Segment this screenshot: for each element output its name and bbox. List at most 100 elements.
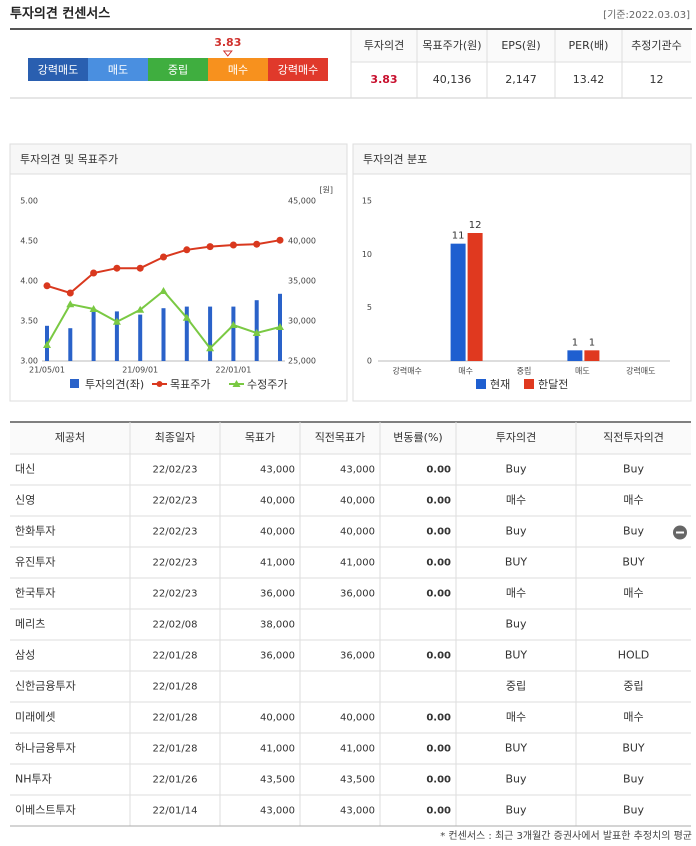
gauge-label: 중립 [168, 64, 188, 77]
marker [89, 305, 98, 312]
table-cell: 메리츠 [15, 618, 45, 631]
table-cell: 43,500 [340, 775, 375, 786]
table-cell: Buy [623, 525, 645, 538]
summary-header: EPS(원) [501, 39, 540, 52]
legend-marker [156, 381, 163, 387]
table-cell: 0.00 [426, 713, 451, 724]
table-cell: 22/01/28 [153, 713, 198, 724]
collapse-button[interactable] [673, 525, 687, 540]
table-cell: BUY [622, 742, 645, 755]
marker [276, 236, 284, 244]
panel-title: 투자의견 분포 [363, 153, 427, 166]
marker [66, 300, 75, 308]
table-cell: 43,000 [340, 465, 375, 476]
gauge-label: 강력매수 [278, 64, 318, 77]
table-cell: 매수 [506, 587, 526, 600]
value-label: 11 [452, 231, 465, 242]
table-cell: 43,000 [260, 465, 295, 476]
table-cell: 43,500 [260, 775, 295, 786]
legend-label: 목표주가 [170, 378, 210, 391]
table-cell: 삼성 [15, 649, 35, 662]
table-cell: Buy [505, 463, 527, 476]
marker [66, 289, 74, 297]
table-header: 투자의견 [496, 431, 536, 444]
marker [229, 321, 238, 328]
x-tick-label: 21/05/01 [29, 366, 65, 375]
y-tick-label: 3.50 [20, 317, 38, 326]
marker [160, 253, 167, 261]
table-cell: 22/02/23 [153, 589, 198, 600]
marker [206, 344, 215, 352]
table-cell: Buy [623, 773, 645, 786]
bar [208, 306, 213, 361]
marker [43, 282, 51, 290]
summary-value: 40,136 [433, 73, 472, 86]
table-cell: 36,000 [340, 589, 375, 600]
table-cell: 0.00 [426, 775, 451, 786]
value-label: 12 [469, 220, 482, 231]
table-cell: BUY [505, 556, 528, 569]
legend-swatch [524, 379, 534, 389]
marker [253, 240, 261, 248]
y-tick-label: 4.00 [20, 277, 38, 286]
marker [43, 341, 51, 348]
table-cell: 한화투자 [15, 525, 55, 538]
table-cell: 매수 [506, 711, 526, 724]
legend-swatch [476, 379, 486, 389]
table-cell: Buy [505, 804, 527, 817]
table-cell: Buy [623, 463, 645, 476]
x-tick-label: 중립 [517, 367, 532, 376]
section-title: 투자의견 컨센서스 [10, 6, 110, 22]
base-date: [기준:2022.03.03] [603, 9, 690, 21]
table-header: 최종일자 [155, 430, 195, 444]
table-cell: 신한금융투자 [15, 680, 76, 693]
marker [90, 269, 98, 277]
table-cell: 40,000 [340, 527, 375, 538]
table-cell: 0.00 [426, 496, 451, 507]
table-cell: 22/02/23 [153, 496, 198, 507]
bar [584, 350, 600, 361]
summary-header: PER(배) [569, 39, 609, 52]
gauge-pointer [222, 50, 233, 57]
table-cell: 미래에셋 [15, 711, 55, 724]
table-cell: 22/01/14 [153, 806, 198, 817]
table-cell: 0.00 [426, 651, 451, 662]
marker [113, 264, 121, 272]
y-tick-label: 15 [362, 197, 372, 206]
table-cell: 0.00 [426, 806, 451, 817]
y2-tick-label: 30,000 [288, 317, 316, 326]
table-cell: 0.00 [426, 558, 451, 569]
x-tick-label: 22/01/01 [215, 366, 251, 375]
marker [112, 317, 121, 325]
table-header: 제공처 [55, 431, 85, 444]
value-label: 1 [572, 337, 578, 348]
legend-marker [232, 380, 241, 387]
table-cell: 중립 [623, 680, 643, 693]
y2-tick-label: 35,000 [288, 277, 316, 286]
gauge-segment [88, 58, 148, 81]
table-cell: 하나금융투자 [15, 741, 76, 755]
bar [91, 311, 96, 361]
table-cell: Buy [623, 804, 645, 817]
panel-title-bar [10, 144, 347, 175]
table-header-bg [10, 423, 691, 454]
panel [352, 143, 692, 402]
table-cell: 36,000 [340, 651, 375, 662]
table-cell: NH투자 [15, 773, 52, 786]
y2-unit: [원] [319, 186, 333, 195]
table-cell: 매수 [623, 587, 643, 600]
x-tick-label: 21/09/01 [122, 366, 158, 375]
table-cell: BUY [505, 742, 528, 755]
y-tick-label: 10 [362, 250, 372, 259]
x-tick-label: 매수 [458, 367, 473, 376]
table-cell: BUY [505, 649, 528, 662]
marker [136, 305, 145, 313]
table-cell: 22/01/28 [153, 744, 198, 755]
gauge-segment [28, 58, 88, 81]
marker [182, 313, 191, 321]
bar [68, 328, 73, 361]
panel-title: 투자의견 및 목표주가 [20, 153, 118, 166]
gauge-segment [268, 58, 328, 81]
footnote: * 컨센서스 : 최근 3개월간 증권사에서 발표한 추정치의 평균 [440, 830, 692, 842]
